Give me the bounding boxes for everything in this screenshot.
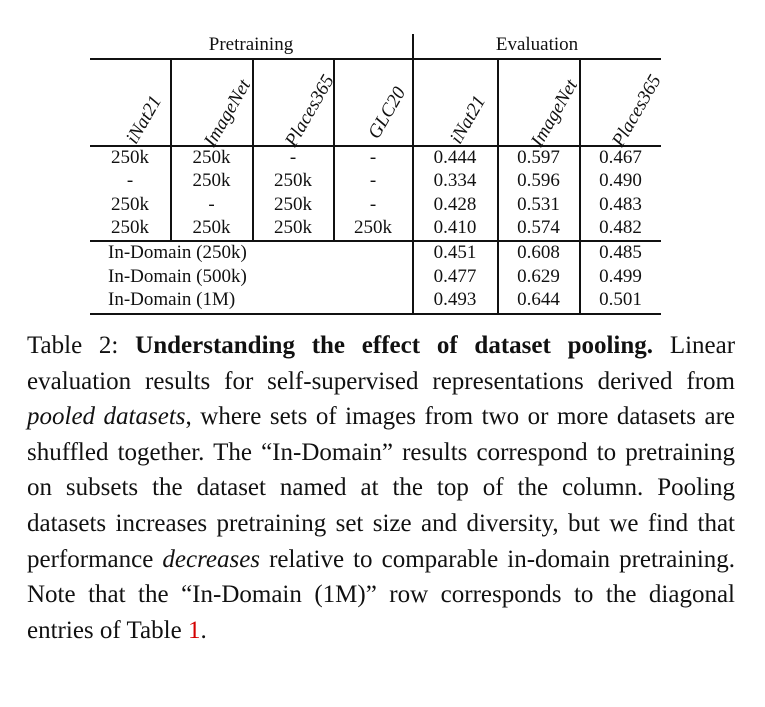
table-cell: 0.482: [599, 217, 642, 238]
col-header-eval-places365: Places365: [608, 71, 666, 151]
col-header-pretrain-inat21: iNat21: [122, 92, 167, 148]
table-cell: -: [369, 194, 377, 215]
caption-text: , where sets of images from two or more …: [27, 403, 735, 573]
rule-below-pooled-rows: [90, 240, 661, 242]
caption-emphasis: pooled datasets: [27, 403, 186, 431]
table-cell: 250k: [111, 147, 149, 168]
table-cell: 0.483: [599, 194, 642, 215]
table-cell: 250k: [274, 217, 312, 238]
table-cell: 250k: [274, 194, 312, 215]
col-header-pretrain-glc20: GLC20: [364, 83, 411, 143]
table-cell: -: [126, 170, 134, 191]
table-reference-link[interactable]: 1: [187, 616, 201, 644]
rule-below-column-headers: [90, 145, 661, 147]
table-cell: 0.644: [517, 289, 560, 310]
caption-title: Understanding the effect of dataset pool…: [135, 332, 654, 359]
table-cell: 0.467: [599, 147, 642, 168]
col-header-pretrain-imagenet: ImageNet: [200, 76, 256, 151]
caption-text: Linear evaluation results for self-super…: [27, 332, 736, 395]
pretraining-group-header: Pretraining: [208, 34, 294, 55]
table-cell: 250k: [192, 170, 231, 191]
table-cell: -: [369, 170, 377, 191]
table-cell: -: [208, 194, 215, 215]
caption-text: relative to comparable in-domain pretrai…: [27, 545, 736, 644]
rule-bottom: [90, 313, 661, 315]
table-cell: 250k: [111, 217, 149, 238]
caption-text: .: [200, 616, 207, 644]
col-divider: [579, 58, 581, 313]
row-label-in-domain-250k: In-Domain (250k): [108, 242, 247, 263]
table-cell: 0.499: [599, 266, 642, 287]
col-divider: [170, 58, 172, 240]
evaluation-group-header: Evaluation: [495, 34, 579, 55]
table-cell: -: [369, 147, 377, 168]
col-header-eval-inat21: iNat21: [446, 92, 491, 148]
table-cell: 250k: [111, 194, 149, 215]
col-divider: [497, 58, 499, 313]
table-cell: 0.501: [599, 289, 642, 310]
section-divider: [412, 34, 414, 313]
row-label-in-domain-1m: In-Domain (1M): [108, 289, 236, 310]
caption-label: Table 2:: [27, 332, 119, 359]
rule-below-group-headers: [90, 58, 661, 60]
table-cell: 0.629: [517, 266, 560, 287]
table-cell: 250k: [192, 147, 231, 168]
caption-emphasis: decreases: [162, 545, 261, 573]
table-cell: 0.608: [517, 242, 560, 263]
table-cell: 250k: [192, 217, 231, 238]
table-cell: 0.477: [433, 266, 477, 287]
table-cell: 0.444: [433, 147, 477, 168]
table-cell: 0.490: [599, 170, 642, 191]
results-table: Pretraining Evaluation iNat21 ImageNet P…: [0, 0, 765, 330]
col-divider: [252, 58, 254, 240]
table-cell: 250k: [354, 217, 392, 238]
table-cell: 250k: [274, 170, 312, 191]
col-header-eval-imagenet: ImageNet: [527, 76, 583, 151]
table-cell: -: [289, 147, 297, 168]
table-cell: 0.531: [517, 194, 560, 215]
table-cell: 0.451: [433, 242, 477, 263]
table-cell: 0.493: [433, 289, 477, 310]
table-cell: 0.485: [599, 242, 642, 263]
table-cell: 0.428: [433, 194, 477, 215]
table-caption: Table 2: Understanding the effect of dat…: [27, 328, 735, 648]
row-label-in-domain-500k: In-Domain (500k): [108, 266, 247, 287]
col-divider: [333, 58, 335, 240]
table-cell: 0.334: [433, 170, 477, 191]
table-cell: 0.574: [517, 217, 560, 238]
col-header-pretrain-places365: Places365: [281, 71, 339, 151]
table-cell: 0.596: [517, 170, 560, 191]
table-cell: 0.597: [517, 147, 560, 168]
table-cell: 0.410: [433, 217, 477, 238]
